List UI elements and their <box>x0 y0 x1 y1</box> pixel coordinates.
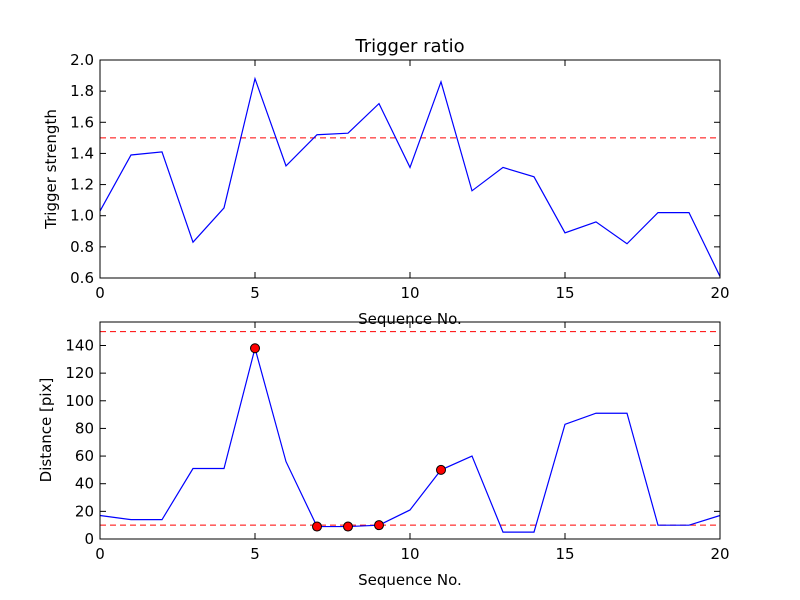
bottom-y-tick-label: 20 <box>75 502 94 520</box>
bottom-x-tick-label: 15 <box>555 545 574 563</box>
bottom-y-tick-label: 120 <box>65 364 94 382</box>
bottom-y-axis-label: Distance [pix] <box>37 378 55 483</box>
top-y-tick-label: 1.2 <box>70 176 94 194</box>
bottom-y-tick-label: 100 <box>65 392 94 410</box>
top-y-axis-label: Trigger strength <box>42 109 60 230</box>
top-y-tick-label: 2.0 <box>70 51 94 69</box>
top-y-tick-label: 1.6 <box>70 113 94 131</box>
bottom-y-tick-label: 40 <box>75 475 94 493</box>
top-x-axis-label: Sequence No. <box>358 310 462 328</box>
chart-title: Trigger ratio <box>354 36 464 57</box>
bottom-marker-point <box>250 343 260 354</box>
top-axes-frame <box>99 59 721 279</box>
bottom-x-tick-label: 0 <box>95 545 105 563</box>
bottom-marker-point <box>312 521 322 532</box>
top-y-tick-label: 1.0 <box>70 207 94 225</box>
bottom-y-tick-label: 80 <box>75 419 94 437</box>
bottom-marker-point <box>436 464 446 475</box>
bottom-plot-area <box>99 331 721 533</box>
bottom-marker-point <box>343 521 353 532</box>
top-x-tick-label: 5 <box>250 284 260 302</box>
bottom-marker-point <box>374 520 384 531</box>
top-ticks: 0 5 10 15 20 0.6 0.8 1.0 1.2 1.4 1.6 1.8 2.0 <box>70 51 729 302</box>
top-y-tick-label: 0.6 <box>70 269 94 287</box>
bottom-x-tick-label: 5 <box>250 545 260 563</box>
top-x-tick-label: 15 <box>555 284 574 302</box>
top-x-tick-label: 20 <box>710 284 729 302</box>
bottom-ticks: 0 5 10 15 20 0 20 40 60 80 100 120 140 <box>65 322 730 563</box>
bottom-x-tick-label: 10 <box>400 545 419 563</box>
bottom-y-tick-label: 140 <box>65 336 94 354</box>
trigger-ratio-chart: Trigger ratio 0 5 10 15 20 0.6 0.8 1.0 1.2 1.4 1.6… <box>42 36 730 328</box>
bottom-axes-frame <box>99 321 721 540</box>
top-y-tick-label: 1.8 <box>70 82 94 100</box>
top-plot-area <box>99 76 721 277</box>
bottom-x-tick-label: 20 <box>710 545 729 563</box>
bottom-x-axis-label: Sequence No. <box>358 571 462 589</box>
bottom-y-tick-label: 0 <box>84 530 94 548</box>
top-series-line-0 <box>99 76 721 277</box>
top-y-tick-label: 1.4 <box>70 144 94 162</box>
top-y-tick-label: 0.8 <box>70 238 94 256</box>
bottom-series-line-0 <box>99 345 721 533</box>
top-x-tick-label: 0 <box>95 284 105 302</box>
bottom-y-tick-label: 60 <box>75 447 94 465</box>
top-x-tick-label: 10 <box>400 284 419 302</box>
